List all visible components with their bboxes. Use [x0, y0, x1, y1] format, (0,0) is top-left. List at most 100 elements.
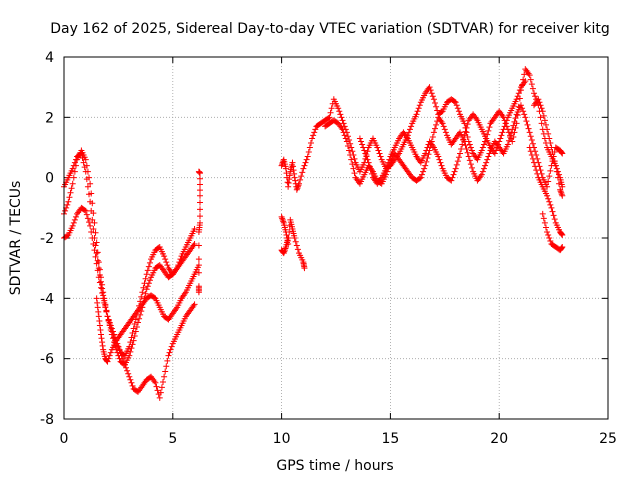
data-point: [302, 159, 309, 166]
data-point: [152, 379, 159, 386]
data-point: [293, 242, 300, 249]
data-point: [547, 201, 554, 208]
data-point: [77, 151, 84, 158]
data-point: [93, 260, 100, 267]
data-point: [463, 146, 470, 153]
data-point: [131, 320, 138, 327]
data-point: [368, 170, 375, 177]
data-point: [540, 215, 547, 222]
data-point: [299, 169, 306, 176]
data-point: [191, 301, 198, 308]
data-point: [451, 98, 458, 105]
data-point: [142, 290, 149, 297]
data-point: [559, 183, 566, 190]
data-point: [450, 171, 457, 178]
data-point: [514, 93, 521, 100]
data-point: [91, 247, 98, 254]
data-point: [292, 238, 299, 245]
series-track-i: [322, 102, 566, 190]
data-point: [414, 108, 421, 115]
x-tick-label: 5: [168, 431, 177, 447]
data-point: [478, 147, 485, 154]
data-point: [157, 389, 164, 396]
data-point: [349, 148, 356, 155]
data-point: [311, 129, 318, 136]
data-point: [72, 156, 79, 163]
data-point: [367, 167, 374, 174]
series-track-h: [278, 235, 292, 257]
axis-ticks: 0 5 10 15 20 25 -8 -6 -4 -2 0 2 4: [40, 50, 617, 447]
series-track-d: [93, 262, 202, 365]
data-point: [284, 179, 291, 186]
data-point: [458, 146, 465, 153]
data-point: [66, 194, 73, 201]
data-point: [442, 129, 449, 136]
data-point: [558, 231, 565, 238]
data-point: [556, 180, 563, 187]
data-point: [541, 117, 548, 124]
data-points: [61, 66, 566, 401]
data-point: [99, 342, 106, 349]
data-point: [551, 216, 558, 223]
data-point: [346, 147, 353, 154]
data-point: [292, 177, 299, 184]
data-point: [298, 173, 305, 180]
data-point: [466, 157, 473, 164]
data-point: [156, 394, 163, 401]
data-point: [351, 170, 358, 177]
data-point: [418, 171, 425, 178]
data-point: [459, 141, 466, 148]
series-track-l: [531, 96, 566, 199]
data-point: [451, 168, 458, 175]
data-point: [441, 126, 448, 133]
data-point: [463, 124, 470, 131]
data-point: [104, 358, 111, 365]
data-point: [413, 111, 420, 118]
data-point: [509, 138, 516, 145]
data-point: [312, 126, 319, 133]
data-point: [417, 174, 424, 181]
data-point: [138, 293, 145, 300]
data-point: [558, 244, 565, 251]
data-point: [466, 141, 473, 148]
data-point: [129, 382, 136, 389]
data-point: [422, 162, 429, 169]
data-point: [301, 265, 308, 272]
data-point: [467, 144, 474, 151]
data-point: [511, 129, 518, 136]
data-point: [128, 379, 135, 386]
data-point: [90, 225, 97, 232]
data-point: [84, 183, 91, 190]
data-point: [531, 90, 538, 97]
data-point: [455, 154, 462, 161]
data-point: [140, 284, 147, 291]
data-point: [554, 174, 561, 181]
data-point: [552, 162, 559, 169]
data-point: [107, 322, 114, 329]
data-point: [540, 112, 547, 119]
data-point: [351, 155, 358, 162]
data-point: [425, 151, 432, 158]
data-point: [99, 339, 106, 346]
data-point: [533, 167, 540, 174]
data-point: [108, 325, 115, 332]
data-point: [429, 93, 436, 100]
data-point: [297, 176, 304, 183]
data-point: [82, 168, 89, 175]
data-point: [291, 235, 298, 241]
data-point: [111, 331, 118, 338]
data-point: [348, 156, 355, 163]
data-point: [449, 174, 456, 181]
data-point: [460, 136, 467, 143]
data-point: [81, 164, 88, 171]
data-point: [94, 267, 101, 274]
data-point: [426, 84, 433, 91]
data-point: [377, 153, 384, 160]
data-point: [464, 149, 471, 156]
data-point: [139, 289, 146, 296]
data-point: [164, 357, 171, 364]
data-point: [515, 90, 522, 97]
data-point: [162, 256, 169, 263]
data-point: [478, 171, 485, 178]
data-point: [86, 191, 93, 198]
